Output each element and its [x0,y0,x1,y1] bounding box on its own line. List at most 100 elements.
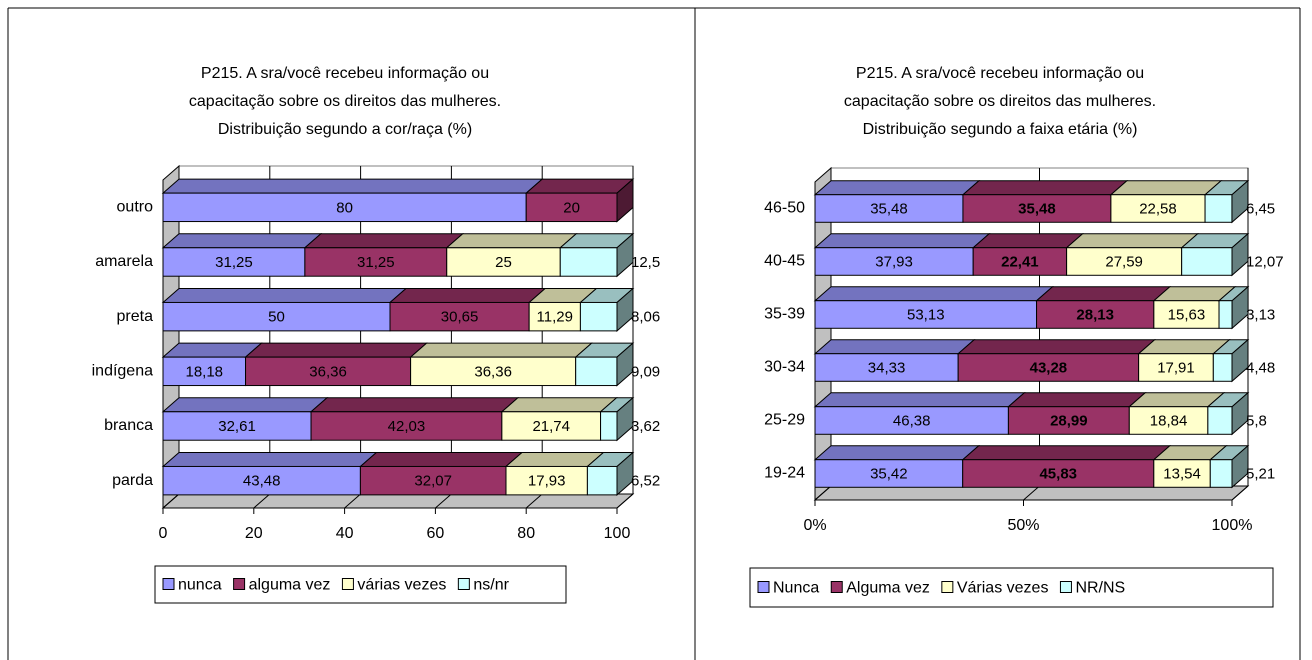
bar-side [1231,444,1249,489]
bar-top [161,397,329,413]
bar [1207,406,1233,435]
data-label: 11,29 [537,309,573,326]
data-label: 17,93 [528,473,566,490]
legend-label: alguma vez [249,577,331,594]
bar-side [1231,338,1249,383]
bar [245,356,412,387]
y-tick-label: 25-29 [764,412,805,429]
bar [162,247,306,277]
data-label: 18,18 [185,363,223,380]
x-tick-label: 80 [517,525,535,542]
bar-top [971,233,1084,249]
data-label: 18,84 [1150,412,1188,429]
chart-title: Distribuição segundo a faixa etária (%) [863,121,1138,138]
bar-top [813,180,981,196]
bar [575,356,618,387]
legend [154,565,567,604]
legend-label: Várias vezes [957,580,1049,597]
data-label: 25 [495,254,512,271]
bar [814,194,964,223]
bar-top [303,233,465,249]
bar-top [504,451,605,467]
x-tick-label: 0 [159,525,168,542]
bar [1153,300,1220,329]
data-label: 36,36 [474,363,512,380]
legend-swatch [233,578,246,590]
bar [1209,459,1233,488]
bar-side [1231,179,1249,224]
chart-title: P215. A sra/você recebeu informação ou [201,65,489,82]
bar-top [244,342,428,358]
legend-swatch [457,578,470,590]
data-label: 12,5 [631,254,660,271]
data-label: 46,38 [893,412,931,429]
data-label: 3,62 [631,418,660,435]
bar-top [161,342,263,358]
bar-side [616,232,634,278]
bar-top [961,445,1172,461]
bar [1218,300,1233,329]
x-tick-label: 100 [604,525,631,542]
bar-top [524,178,635,194]
x-tick-label: 40 [336,525,354,542]
data-label: 21,74 [532,418,570,435]
bar-top [813,286,1054,302]
bar-side [1231,391,1249,436]
legend-swatch [1059,581,1072,593]
bar [1066,247,1183,276]
data-label: 27,59 [1105,253,1143,270]
data-label: 22,58 [1139,200,1177,217]
data-label: 43,48 [243,473,281,490]
data-label: 35,48 [870,200,908,217]
y-tick-label: preta [117,308,154,325]
data-label: 22,41 [1001,253,1039,270]
bar-top [161,451,378,467]
data-label: 5,21 [1246,465,1275,482]
bar [972,247,1068,276]
bar-top [1065,233,1199,249]
data-label: 34,33 [868,359,906,376]
bar [1181,247,1233,276]
bar [1128,406,1209,435]
data-label: 43,28 [1030,359,1068,376]
chart-title: capacitação sobre os direitos das mulher… [189,93,501,110]
bar-side [616,287,634,332]
data-label: 8,06 [631,309,660,326]
data-label: 42,03 [388,418,426,435]
legend-label: NR/NS [1075,580,1125,597]
y-tick-label: branca [104,417,153,434]
bar [814,300,1038,329]
data-label: 13,54 [1163,465,1201,482]
data-label: 30,65 [441,309,479,326]
data-label: 28,99 [1050,412,1088,429]
grid-line [1231,485,1249,501]
bar-top [813,339,976,355]
bar [1204,194,1233,223]
data-label: 20 [563,199,580,216]
data-label: 9,09 [631,363,660,380]
bar [962,459,1155,488]
bar-top [1007,392,1147,408]
legend-swatch [757,581,770,593]
bar [1138,353,1214,382]
y-tick-label: parda [112,472,153,489]
data-label: 3,13 [1246,306,1275,323]
data-label: 6,52 [631,473,660,490]
bar-top [409,342,594,358]
bar-top [161,178,544,194]
x-tick-label: 20 [245,525,263,542]
x-tick-label: 60 [427,525,445,542]
legend-label: nunca [178,577,222,594]
bar [162,301,391,332]
data-label: 31,25 [357,254,395,271]
bar-side [1231,232,1249,277]
legend-swatch [341,578,354,590]
bar-top [161,233,323,249]
grid-line [253,493,271,509]
data-label: 15,63 [1168,306,1206,323]
bar [505,465,588,496]
grid-line [435,493,452,509]
bar [962,194,1112,223]
bar-top [1109,180,1223,196]
bar-top [500,397,618,413]
